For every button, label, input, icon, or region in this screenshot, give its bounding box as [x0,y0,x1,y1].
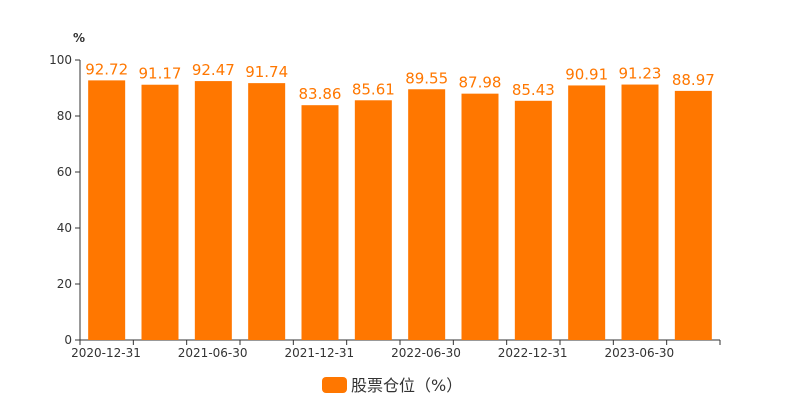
x-axis: 2020-12-31 2021-06-30 2021-12-31 2022-06-30… [71,339,721,360]
data-label: 89.55 [405,69,448,87]
bar[interactable] [194,81,232,341]
data-label: 92.47 [192,61,235,79]
data-label: 87.98 [459,74,502,92]
bar[interactable] [514,100,552,341]
data-label: 91.17 [139,65,182,83]
legend-label[interactable]: 股票仓位（%） [351,376,462,395]
data-label: 90.91 [565,65,608,83]
legend[interactable]: 股票仓位（%） [322,376,462,395]
x-tick-label: 2021-06-30 [178,346,248,360]
bar[interactable] [354,100,392,341]
data-label: 92.72 [85,60,128,78]
x-tick-label: 2020-12-31 [71,346,141,360]
bar[interactable] [568,85,606,341]
data-label: 85.61 [352,80,395,98]
bar[interactable] [408,89,446,340]
x-tick-label: 2021-12-31 [284,346,354,360]
bar[interactable] [141,84,179,340]
x-tick-label: 2023-06-30 [604,346,674,360]
data-label: 91.23 [619,65,662,83]
x-tick-label: 2022-06-30 [391,346,461,360]
bars [88,80,712,341]
bar[interactable] [674,90,712,340]
bar[interactable] [621,84,659,340]
y-tick-label: 80 [57,109,72,123]
data-label: 83.86 [299,85,342,103]
value-labels: 92.72 91.17 92.47 91.74 83.86 85.61 89.55 87.98… [85,60,715,103]
data-label: 85.43 [512,81,555,99]
bar[interactable] [88,80,126,340]
y-tick-label: 100 [49,53,72,67]
y-tick-label: 20 [57,277,72,291]
x-tick-label: 2022-12-31 [498,346,568,360]
y-tick-label: 40 [57,221,72,235]
y-tick-label: 0 [64,333,72,347]
data-label: 88.97 [672,71,715,89]
y-unit-label: % [73,31,85,45]
legend-swatch[interactable] [322,377,347,393]
bar[interactable] [301,105,339,340]
bar[interactable] [248,83,286,341]
data-label: 91.74 [245,63,288,81]
y-tick-label: 60 [57,165,72,179]
y-axis: 0 20 40 60 80 100 [49,53,81,347]
bar[interactable] [461,93,499,340]
